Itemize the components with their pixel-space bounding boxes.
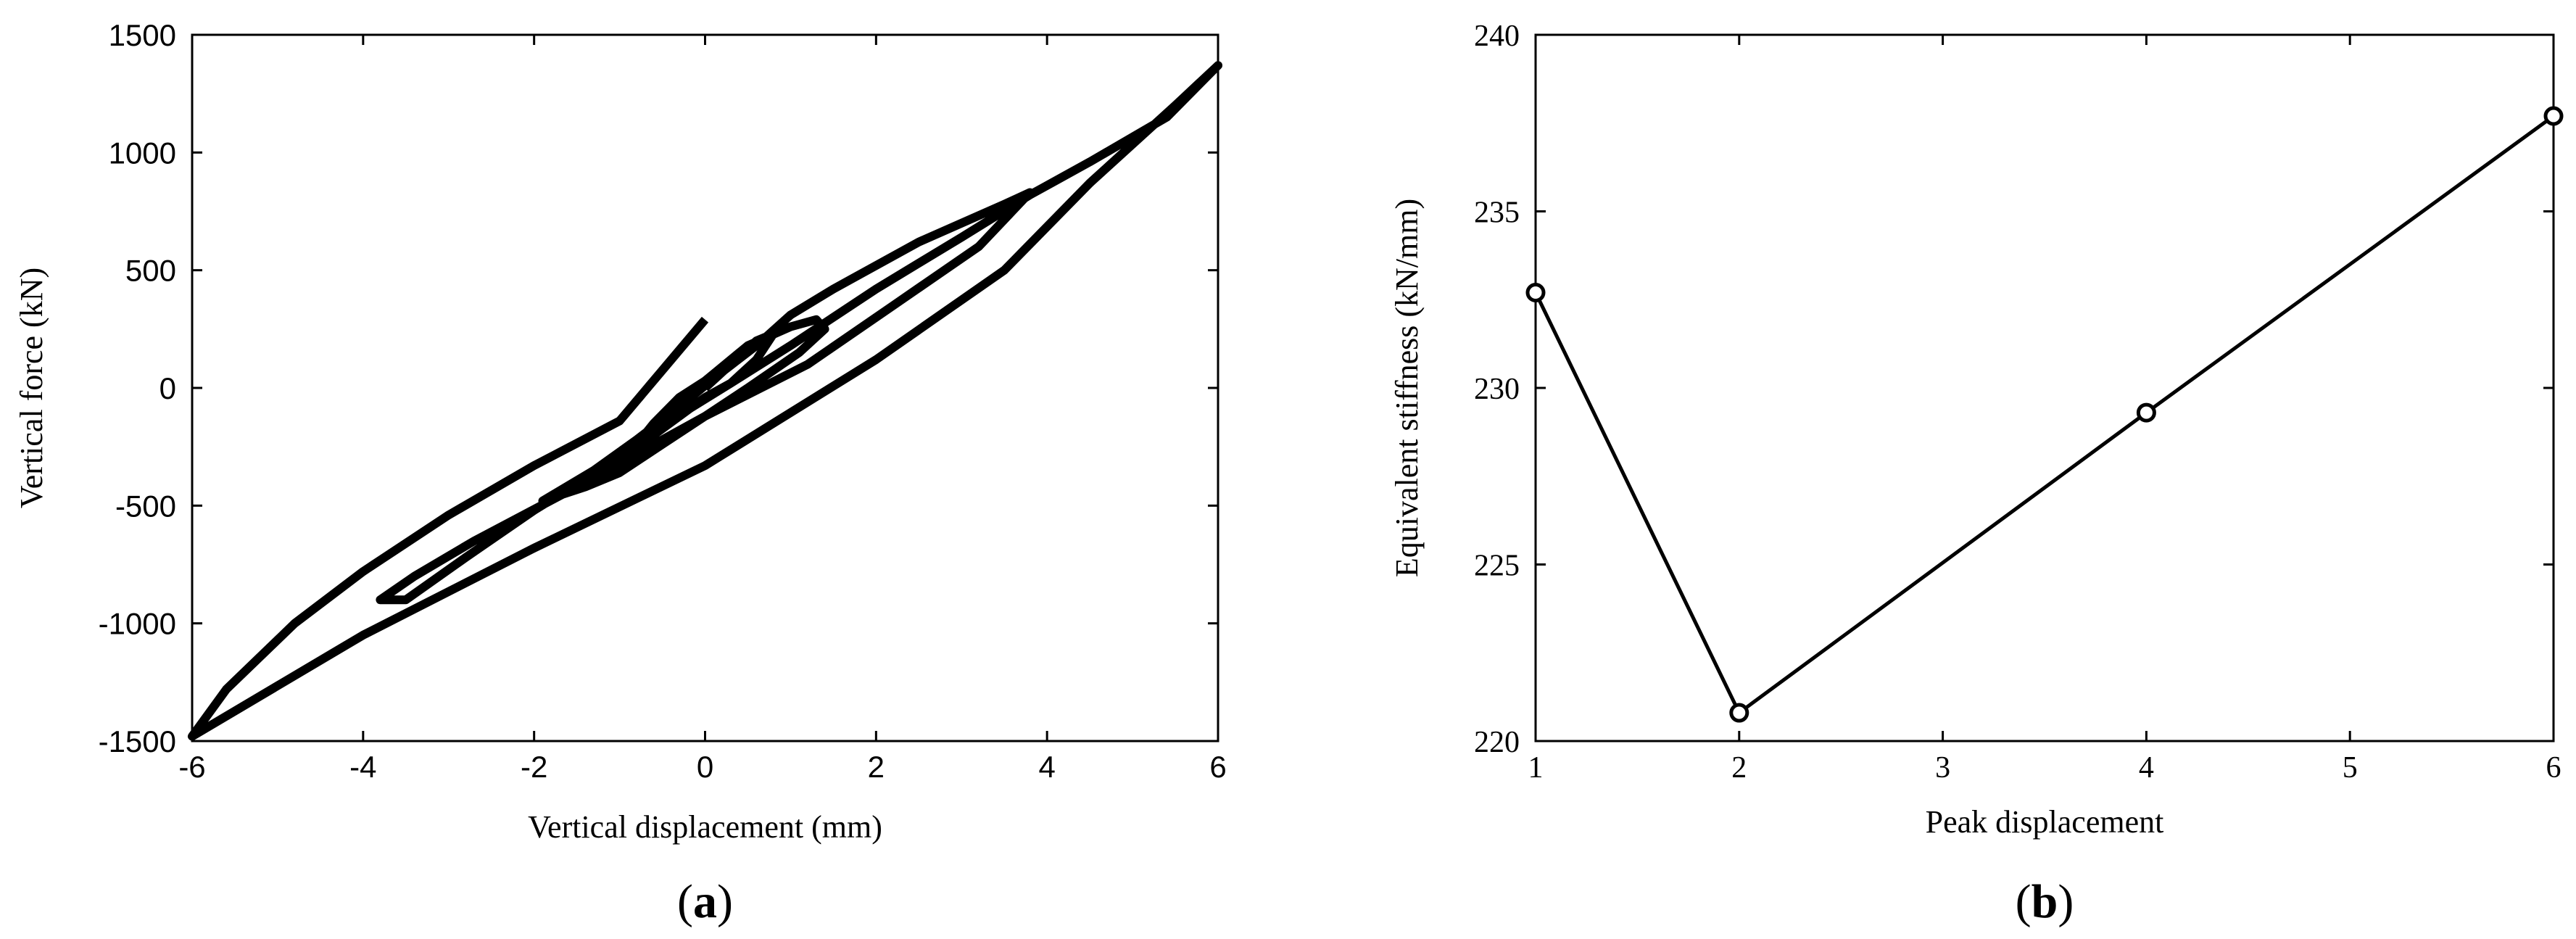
y-tick-label: 225 — [1474, 550, 1520, 583]
panel-b-y-ticks: 220 225 230 235 240 — [1474, 20, 2554, 759]
x-tick-label: -4 — [349, 750, 376, 784]
panel-a-y-ticks: -1500 -1000 -500 0 500 1000 1500 — [99, 18, 1218, 758]
panel-b-label: (b) — [2016, 875, 2074, 928]
data-point-marker — [2136, 402, 2156, 423]
panel-b-stiffness-line — [1533, 114, 2555, 716]
x-tick-label: 3 — [1935, 751, 1950, 785]
panel-a-x-axis-title: Vertical displacement (mm) — [528, 809, 882, 845]
panel-b-x-ticks: 1 2 3 4 5 6 — [1528, 35, 2561, 785]
x-tick-label: 0 — [697, 750, 713, 784]
panel-a-x-ticks: -6 -4 -2 0 2 4 6 — [178, 35, 1227, 784]
x-tick-label: 1 — [1528, 751, 1544, 785]
y-tick-label: -1000 — [99, 607, 176, 641]
x-tick-label: 5 — [2343, 751, 2358, 785]
panel-a-chart: -6 -4 -2 0 2 4 6 -1500 -1000 -500 0 500 1000 1500 Ve… — [14, 18, 1227, 928]
x-tick-label: 2 — [1731, 751, 1747, 785]
data-point-marker — [1525, 283, 1546, 303]
x-tick-label: 4 — [2139, 751, 2154, 785]
x-tick-label: 6 — [1209, 750, 1226, 784]
y-tick-label: 235 — [1474, 197, 1520, 230]
y-tick-label: 240 — [1474, 20, 1520, 53]
y-tick-label: 1500 — [109, 18, 176, 52]
y-tick-label: 0 — [160, 371, 176, 405]
x-tick-label: -6 — [178, 750, 205, 784]
panel-a-letter: a — [693, 875, 717, 928]
x-tick-label: 6 — [2546, 751, 2561, 785]
y-tick-label: 220 — [1474, 726, 1520, 759]
panel-b-plot-frame — [1534, 33, 2555, 742]
x-tick-label: 2 — [868, 750, 885, 784]
data-point-marker — [2543, 106, 2564, 126]
x-tick-label: 4 — [1038, 750, 1055, 784]
panel-a-y-axis-title: Vertical force (kN) — [14, 268, 49, 508]
y-tick-label: 230 — [1474, 373, 1520, 406]
panel-a-hysteresis-curve — [188, 61, 1222, 741]
data-point-marker — [1729, 703, 1749, 723]
panel-b-letter: b — [2032, 875, 2058, 928]
y-tick-label: 1000 — [109, 136, 176, 170]
y-tick-label: 500 — [125, 254, 176, 288]
panel-b-chart: 1 2 3 4 5 6 220 225 230 235 240 Peak displacement… — [1389, 20, 2564, 928]
panel-a-label: (a) — [677, 875, 733, 928]
y-tick-label: -500 — [115, 489, 176, 523]
y-tick-label: -1500 — [99, 724, 176, 758]
panel-b-markers — [1525, 106, 2564, 723]
panel-b-x-axis-title: Peak displacement — [1926, 804, 2164, 840]
x-tick-label: -2 — [521, 750, 547, 784]
panel-b-y-axis-title: Equivalent stiffness (kN/mm) — [1389, 199, 1425, 577]
